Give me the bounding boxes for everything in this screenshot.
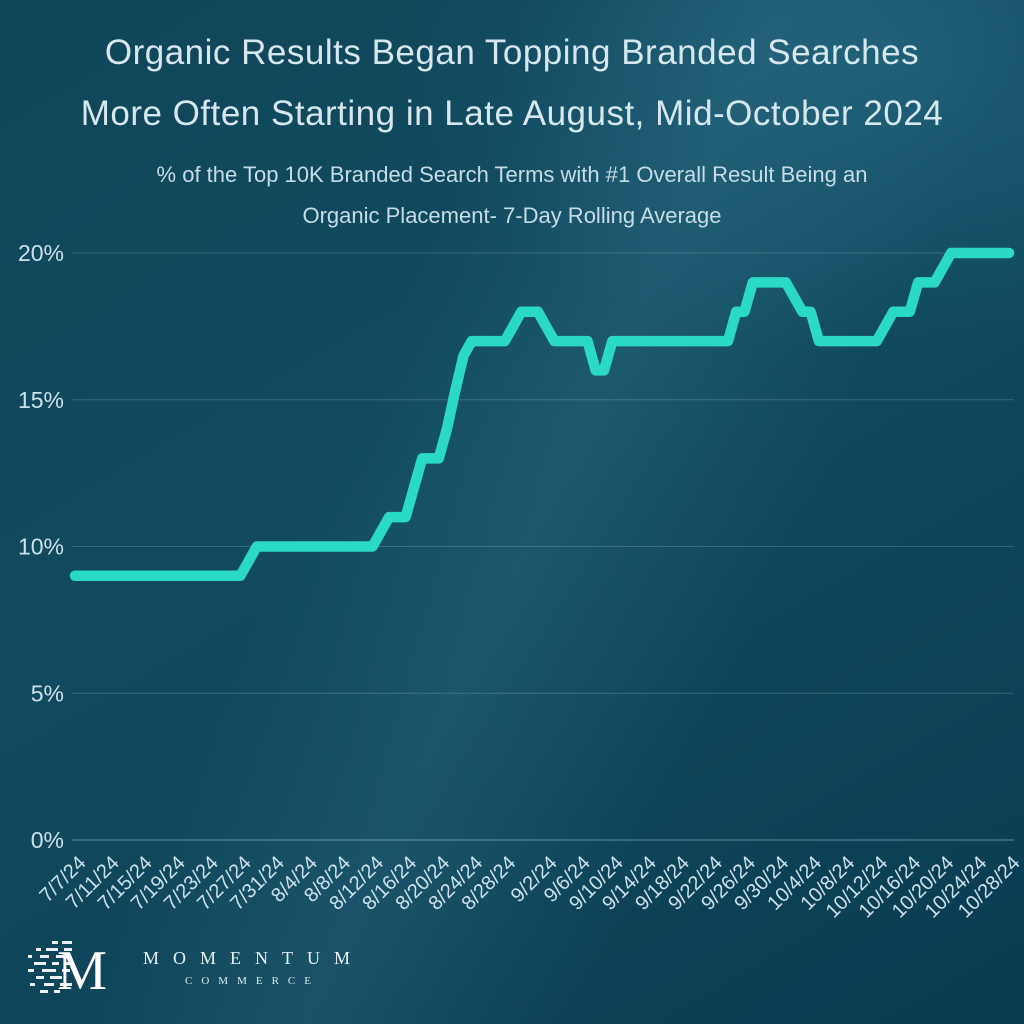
subtitle-line-1: % of the Top 10K Branded Search Terms wi… (156, 162, 868, 187)
y-axis-label: 15% (18, 387, 64, 413)
title-line-1: Organic Results Began Topping Branded Se… (104, 33, 920, 72)
subtitle-line-2: Organic Placement- 7-Day Rolling Average (302, 203, 722, 228)
logo-subname: COMMERCE (185, 974, 320, 987)
title-line-2: More Often Starting in Late August, Mid-… (80, 94, 944, 133)
logo-monogram-icon: M (28, 940, 107, 998)
chart-subtitle: % of the Top 10K Branded Search Terms wi… (0, 154, 1024, 236)
logo-monogram-letter: M (57, 940, 107, 998)
y-axis-label: 10% (18, 534, 64, 560)
y-axis-label: 5% (31, 680, 64, 706)
y-axis-label: 20% (18, 240, 64, 266)
y-axis-label: 0% (31, 827, 64, 853)
logo: M MOMENTUM COMMERCE (26, 936, 364, 998)
logo-name: MOMENTUM (143, 947, 365, 968)
chart-header: Organic Results Began Topping Branded Se… (0, 0, 1024, 236)
logo-text: MOMENTUM COMMERCE (136, 948, 364, 987)
chart-title: Organic Results Began Topping Branded Se… (0, 22, 1024, 144)
series-line (69, 247, 1015, 582)
